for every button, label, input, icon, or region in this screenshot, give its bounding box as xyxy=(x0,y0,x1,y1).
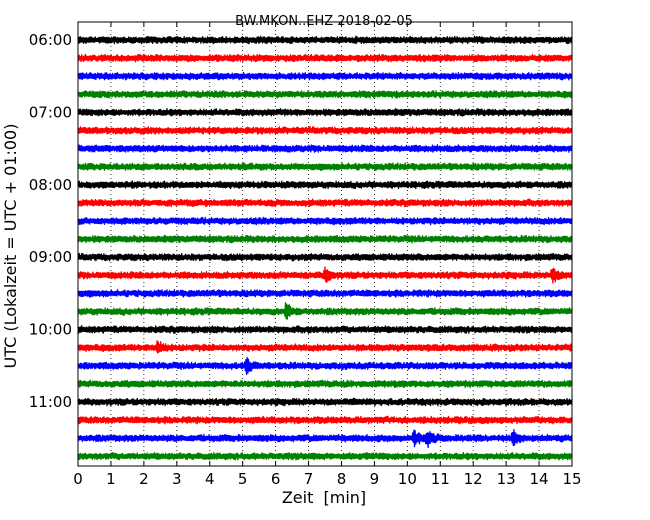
trace-0945 xyxy=(77,301,573,320)
trace-0730 xyxy=(77,144,573,153)
trace-0830 xyxy=(77,216,573,226)
trace-0900 xyxy=(77,252,573,262)
plot-frame xyxy=(77,21,573,467)
x-tick-label: 0 xyxy=(73,470,83,488)
trace-0600 xyxy=(77,35,573,45)
trace-0930 xyxy=(77,289,573,298)
y-tick-label: 06:00 xyxy=(29,31,72,49)
y-tick-label: 07:00 xyxy=(29,103,72,121)
x-axis-ticks: 0 1 2 3 4 5 6 7 8 9 10 11 12 13 14 15 xyxy=(73,22,582,488)
trace-0845 xyxy=(77,234,573,244)
x-tick-label: 3 xyxy=(172,470,182,488)
trace-0745 xyxy=(77,162,573,172)
trace-0815 xyxy=(77,198,573,208)
x-tick-label: 5 xyxy=(238,470,248,488)
x-tick-label: 14 xyxy=(530,470,549,488)
trace-0800 xyxy=(77,180,573,190)
y-tick-label: 11:00 xyxy=(29,393,72,411)
trace-0645 xyxy=(77,90,573,99)
trace-1030 xyxy=(77,356,573,375)
trace-0615 xyxy=(77,53,573,63)
x-tick-label: 11 xyxy=(431,470,450,488)
trace-1100 xyxy=(77,397,573,407)
y-tick-label: 08:00 xyxy=(29,176,72,194)
trace-1115 xyxy=(77,415,573,425)
y-axis-ticks: 06:00 07:00 08:00 09:00 10:00 11:00 xyxy=(29,31,572,411)
trace-1145 xyxy=(77,451,573,461)
y-tick-label: 10:00 xyxy=(29,321,72,339)
x-tick-label: 8 xyxy=(337,470,347,488)
seismic-traces xyxy=(77,35,573,461)
x-tick-label: 6 xyxy=(271,470,281,488)
x-tick-label: 12 xyxy=(464,470,483,488)
trace-0915 xyxy=(77,266,573,284)
x-tick-label: 15 xyxy=(562,470,581,488)
y-tick-label: 09:00 xyxy=(29,248,72,266)
x-tick-label: 1 xyxy=(106,470,116,488)
x-tick-label: 2 xyxy=(139,470,149,488)
trace-0715 xyxy=(77,126,573,135)
trace-1130 xyxy=(77,429,573,449)
x-tick-label: 7 xyxy=(304,470,314,488)
x-tick-label: 13 xyxy=(497,470,516,488)
y-axis-label: UTC (Lokalzeit = UTC + 01:00) xyxy=(1,124,20,369)
x-tick-label: 4 xyxy=(205,470,215,488)
x-axis-label: Zeit [min] xyxy=(282,488,366,507)
trace-1000 xyxy=(77,325,573,334)
x-tick-label: 9 xyxy=(370,470,380,488)
trace-0700 xyxy=(77,107,573,117)
trace-1015 xyxy=(77,340,573,354)
trace-0630 xyxy=(77,71,573,81)
x-tick-label: 10 xyxy=(398,470,417,488)
trace-1045 xyxy=(77,379,573,389)
